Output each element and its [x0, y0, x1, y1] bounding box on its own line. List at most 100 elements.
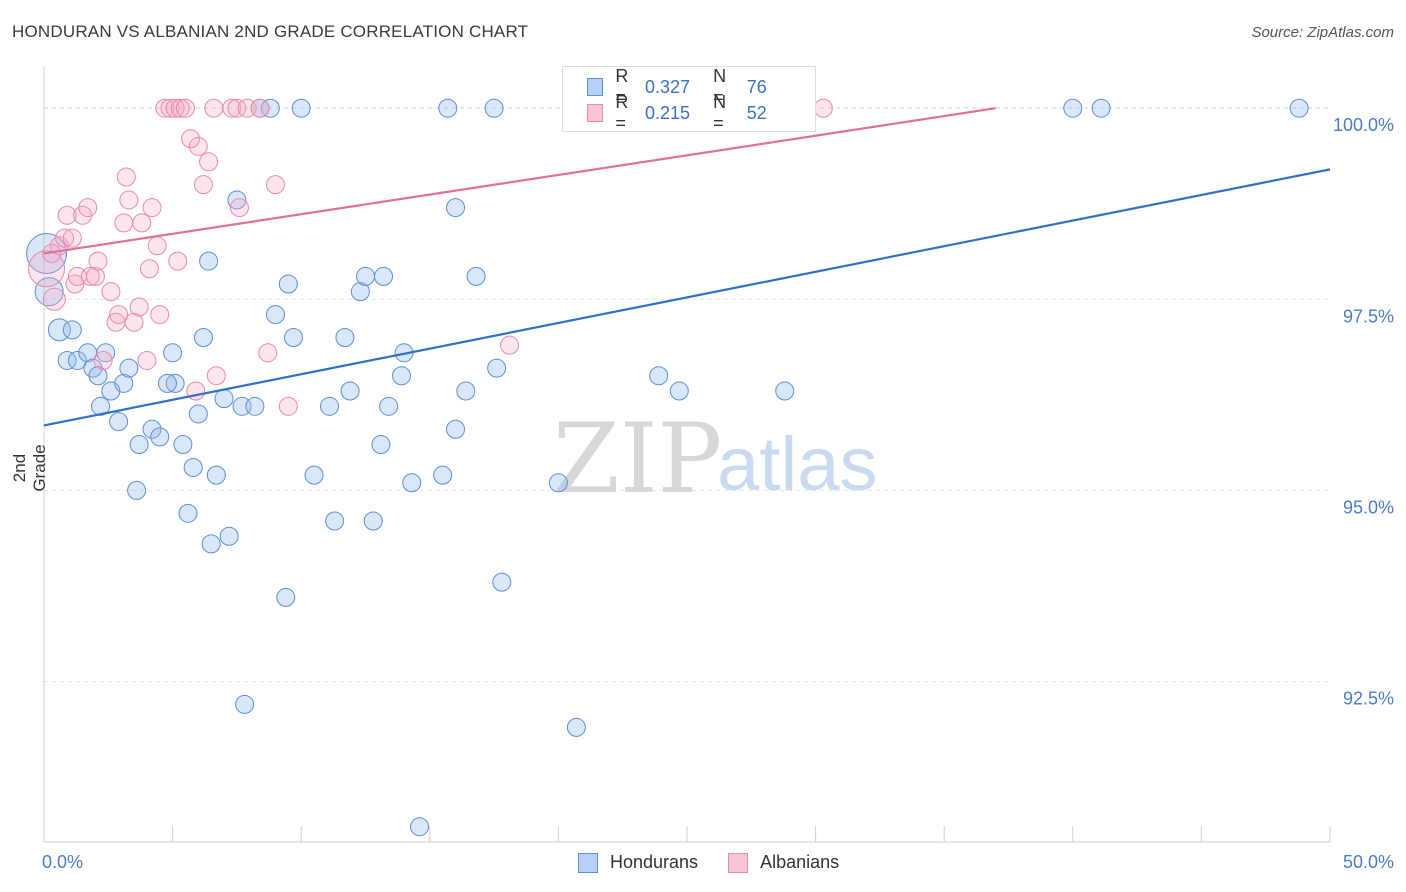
- honduran-point: [335, 328, 355, 348]
- stats-legend: R = 0.327 N = 76 R = 0.215 N = 52: [562, 66, 816, 133]
- r-value: 0.215: [644, 102, 690, 123]
- honduran-point: [165, 373, 185, 393]
- albanian-point: [139, 259, 159, 279]
- albanian-point: [258, 343, 278, 363]
- albanian-point: [165, 98, 185, 118]
- albanian-point: [160, 98, 180, 118]
- honduran-point: [456, 381, 476, 401]
- albanian-point: [181, 129, 201, 149]
- albanian-point: [147, 236, 167, 256]
- honduran-point: [410, 817, 430, 837]
- y-tick-label: 92.5%: [1343, 688, 1394, 708]
- honduran-point: [227, 190, 247, 210]
- honduran-point: [157, 373, 177, 393]
- honduran-point: [127, 480, 147, 500]
- watermark-zip: ZIP: [553, 403, 722, 515]
- albanian-point: [199, 152, 219, 172]
- honduran-point: [245, 396, 265, 416]
- legend-label-albanians: Albanians: [760, 852, 840, 872]
- x-tick-max: 50.0%: [1342, 852, 1394, 872]
- x-tick-min: 0.0%: [42, 852, 84, 872]
- albanian-point: [170, 98, 190, 118]
- honduran-point: [350, 282, 370, 302]
- albanian-point: [142, 198, 162, 218]
- honduran-point: [96, 343, 116, 363]
- honduran-point: [438, 98, 458, 118]
- honduran-point: [235, 694, 255, 714]
- honduran-point: [392, 366, 412, 386]
- honduran-point: [649, 366, 669, 386]
- honduran-point: [319, 396, 339, 416]
- albanian-point: [124, 312, 144, 332]
- honduran-point: [163, 343, 183, 363]
- honduran-point: [446, 198, 466, 218]
- honduran-point: [62, 320, 82, 340]
- albanian-point: [229, 198, 249, 218]
- albanian-point: [93, 350, 113, 370]
- albanian-point: [137, 350, 157, 370]
- honduran-point: [278, 274, 298, 294]
- honduran-point: [466, 266, 486, 286]
- honduran-point: [265, 305, 285, 325]
- albanian-point: [28, 250, 66, 288]
- series-hondurans: [26, 98, 1309, 837]
- pink-swatch: [587, 104, 604, 122]
- honduran-point: [363, 511, 383, 531]
- honduran-point: [548, 473, 568, 493]
- albanian-point: [78, 198, 98, 218]
- albanian-point: [278, 396, 298, 416]
- albanian-point: [193, 175, 213, 195]
- albanian-point: [155, 98, 175, 118]
- blue-swatch: [587, 78, 604, 96]
- honduran-point: [1063, 98, 1083, 118]
- albanian-point: [114, 213, 134, 233]
- y-tick-label: 97.5%: [1343, 306, 1394, 326]
- legend-row-hondurans: R = 0.327 N = 76: [587, 66, 815, 107]
- honduran-point: [775, 381, 795, 401]
- albanian-point: [80, 266, 100, 286]
- albanian-point: [65, 274, 85, 294]
- albanian-point: [188, 136, 208, 156]
- honduran-point: [260, 98, 280, 118]
- honduran-point: [446, 419, 466, 439]
- albanian-point: [500, 335, 520, 355]
- trendline-albanians: [43, 107, 996, 255]
- axes: [43, 66, 1331, 843]
- albanian-point: [62, 228, 82, 248]
- honduran-point: [379, 396, 399, 416]
- honduran-point: [188, 404, 208, 424]
- albanian-point: [129, 297, 149, 317]
- honduran-point: [484, 98, 504, 118]
- albanian-point: [119, 190, 139, 210]
- trendline-hondurans: [43, 168, 1331, 427]
- n-label: N =: [713, 66, 727, 107]
- honduran-point: [178, 503, 198, 523]
- honduran-point: [129, 435, 149, 455]
- honduran-point: [214, 389, 234, 409]
- honduran-point: [492, 572, 512, 592]
- albanian-point: [206, 366, 226, 386]
- albanian-point: [168, 251, 188, 271]
- albanian-point: [57, 205, 77, 225]
- honduran-point: [199, 251, 219, 271]
- honduran-point: [88, 366, 108, 386]
- honduran-point: [566, 717, 586, 737]
- n-label: N =: [713, 92, 727, 133]
- honduran-point: [1289, 98, 1309, 118]
- honduran-point: [487, 358, 507, 378]
- source-credit: Source: ZipAtlas.com: [1251, 24, 1394, 41]
- albanian-point: [175, 98, 195, 118]
- legend-row-albanians: R = 0.215 N = 52: [587, 92, 815, 133]
- albanian-point: [265, 175, 285, 195]
- honduran-point: [1091, 98, 1111, 118]
- honduran-point: [283, 328, 303, 348]
- y-axis-label: 2nd Grade: [10, 444, 49, 492]
- albanian-point: [150, 305, 170, 325]
- honduran-point: [193, 328, 213, 348]
- honduran-point: [67, 350, 87, 370]
- series-albanians: [28, 98, 833, 416]
- honduran-point: [109, 412, 129, 432]
- y-tick-label: 95.0%: [1343, 497, 1394, 517]
- y-tick-label: 100.0%: [1333, 115, 1394, 135]
